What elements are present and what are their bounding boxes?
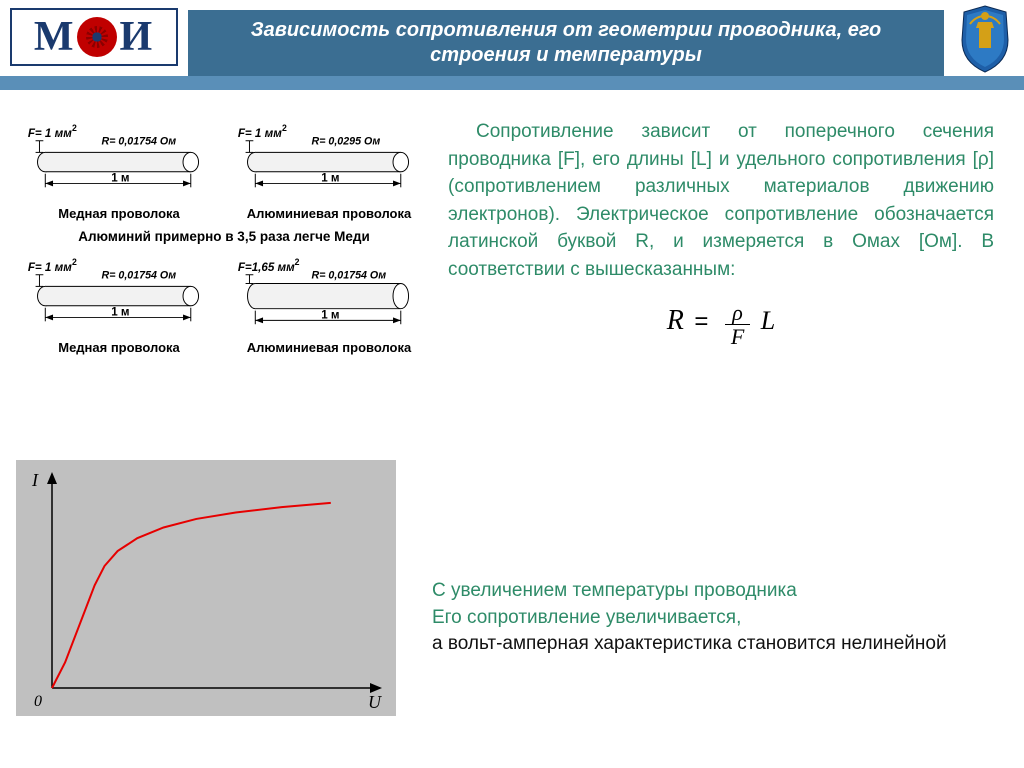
formula: R = ρ F L (448, 301, 994, 348)
temp-line-2: Его сопротивление увеличивается, (432, 605, 994, 632)
temp-line-3: а вольт-амперная характеристика становит… (432, 631, 994, 658)
formula-tail: L (761, 306, 775, 335)
svg-text:2: 2 (282, 123, 287, 133)
svg-text:2: 2 (72, 123, 77, 133)
svg-text:1 м: 1 м (321, 308, 339, 321)
description-paragraph: Сопротивление зависит от поперечного сеч… (448, 118, 994, 283)
svg-text:F= 1 мм: F= 1 мм (238, 127, 282, 140)
svg-text:R= 0,01754 Ом: R= 0,01754 Ом (312, 270, 387, 282)
logo: М И (10, 8, 178, 66)
wire-name: Алюминиевая проволока (232, 340, 426, 355)
wire-cell: F=1,65 мм 2 R= 0,01754 Ом 1 м Алюминиева… (232, 256, 426, 355)
wire-note: Алюминий примерно в 3,5 раза легче Меди (22, 229, 426, 244)
description-column: Сопротивление зависит от поперечного сеч… (448, 118, 994, 348)
svg-text:1 м: 1 м (111, 305, 129, 318)
svg-text:1 м: 1 м (321, 171, 339, 184)
svg-text:I: I (31, 470, 39, 490)
wire-cell: F= 1 мм 2 R= 0,01754 Ом 1 м Медная прово… (22, 122, 216, 221)
wire-name: Медная проволока (22, 340, 216, 355)
temperature-note: С увеличением температуры проводника Его… (432, 578, 994, 658)
logo-circle-icon (77, 17, 117, 57)
wire-name: Алюминиевая проволока (232, 206, 426, 221)
wire-diagrams: F= 1 мм 2 R= 0,01754 Ом 1 м Медная прово… (16, 118, 432, 363)
svg-text:R= 0,01754 Ом: R= 0,01754 Ом (102, 270, 177, 282)
svg-text:R= 0,01754 Ом: R= 0,01754 Ом (102, 136, 177, 148)
formula-numerator: ρ (725, 301, 750, 325)
page-title: Зависимость сопротивления от геометрии п… (208, 18, 924, 68)
svg-text:F=1,65 мм: F=1,65 мм (238, 261, 295, 274)
iv-chart: I U 0 (16, 460, 396, 716)
svg-text:1 м: 1 м (111, 171, 129, 184)
formula-fraction: ρ F (725, 301, 750, 348)
wire-cell: F= 1 мм 2 R= 0,01754 Ом 1 м Медная прово… (22, 256, 216, 355)
logo-letter-m: М (34, 13, 76, 61)
formula-eq: = (694, 308, 708, 335)
content: F= 1 мм 2 R= 0,01754 Ом 1 м Медная прово… (0, 90, 1024, 118)
svg-text:0: 0 (34, 693, 42, 710)
wire-name: Медная проволока (22, 206, 216, 221)
crest-icon (956, 4, 1014, 74)
title-band: Зависимость сопротивления от геометрии п… (188, 10, 944, 76)
temp-line-1: С увеличением температуры проводника (432, 578, 994, 605)
header: М И Зависимость сопротивления от геометр… (0, 0, 1024, 90)
logo-text: М И (34, 13, 154, 61)
svg-text:F= 1 мм: F= 1 мм (28, 261, 72, 274)
svg-text:F= 1 мм: F= 1 мм (28, 127, 72, 140)
header-stripe (0, 76, 1024, 90)
svg-text:2: 2 (295, 257, 300, 267)
svg-text:U: U (368, 692, 382, 712)
logo-letter-i: И (119, 13, 154, 61)
svg-text:R= 0,0295 Ом: R= 0,0295 Ом (312, 136, 381, 148)
wire-cell: F= 1 мм 2 R= 0,0295 Ом 1 м Алюминиевая п… (232, 122, 426, 221)
svg-text:2: 2 (72, 257, 77, 267)
formula-lhs: R (667, 305, 684, 336)
formula-denominator: F (725, 325, 750, 348)
